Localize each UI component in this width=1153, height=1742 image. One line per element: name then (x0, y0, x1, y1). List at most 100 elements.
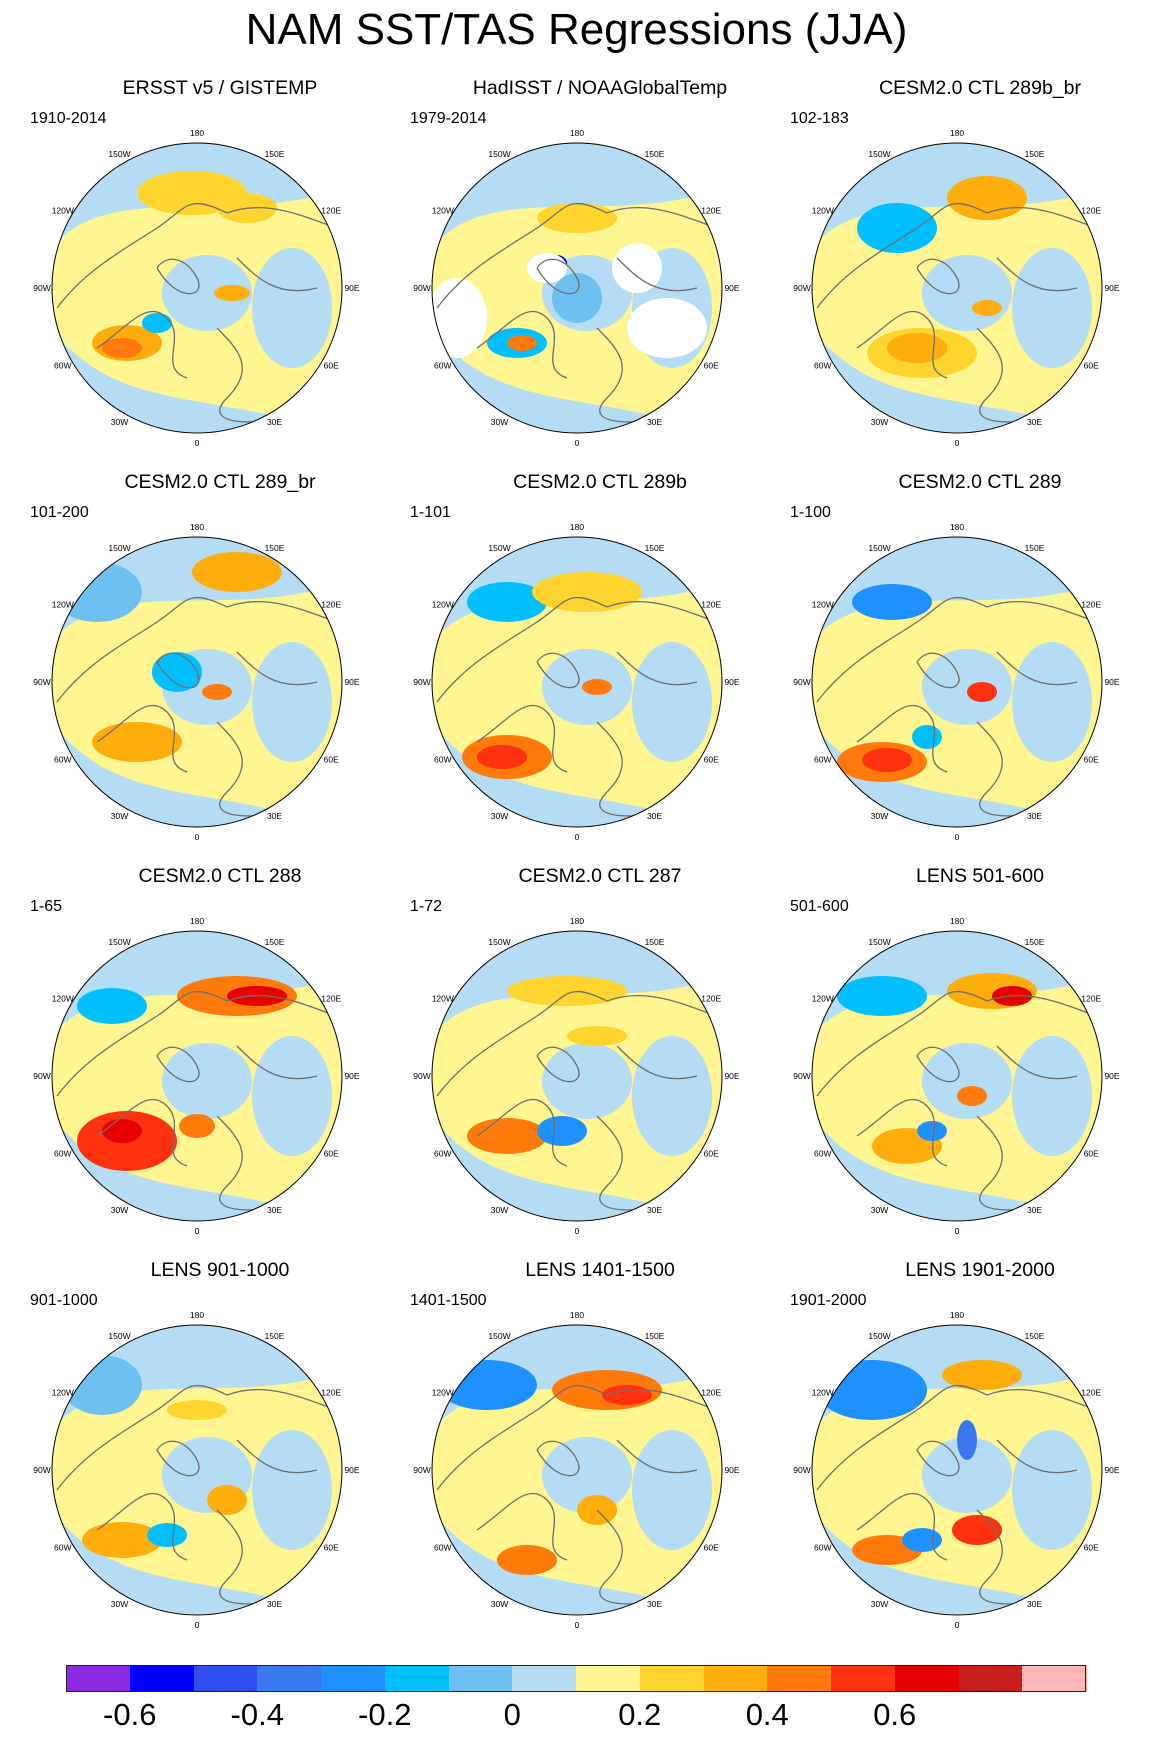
longitude-label: 120W (432, 600, 454, 610)
negative-region-eurasia (1012, 248, 1092, 368)
map-border (811, 142, 1103, 434)
negative-region-pacific (432, 143, 722, 248)
coastline (536, 258, 580, 295)
longitude-label: 150W (108, 1331, 130, 1341)
anomaly-blob (507, 335, 537, 351)
longitude-label: 150W (108, 937, 130, 947)
longitude-label: 30W (491, 811, 508, 821)
longitude-label: 30E (267, 1205, 282, 1215)
map-panel: 180 150E 120E 90E 60E 30E 0 30W 60W 90W 120W 150W LE… (790, 864, 1153, 1259)
map-border (51, 142, 343, 434)
longitude-label: 90E (344, 283, 359, 293)
coastline (916, 1046, 960, 1083)
anomaly-field (432, 143, 722, 433)
colorbar-segment (384, 1665, 449, 1692)
panel-period: 1401-1500 (410, 1292, 487, 1309)
longitude-label: 120E (701, 994, 721, 1004)
longitude-label: 90W (413, 283, 430, 293)
anomaly-blob (77, 988, 147, 1024)
coastline (96, 1098, 188, 1167)
longitude-label: 30W (111, 1599, 128, 1609)
map-panel: 180 150E 120E 90E 60E 30E 0 30W 60W 90W 120W 150W CE… (410, 864, 790, 1259)
anomaly-blob (537, 203, 617, 233)
coastline (56, 202, 228, 309)
colorbar-segment (1022, 1665, 1087, 1692)
anomaly-blob (862, 748, 912, 772)
coastline (56, 596, 228, 703)
negative-region-atlantic (812, 722, 1102, 827)
anomaly-field (52, 537, 342, 827)
longitude-label: 150E (645, 937, 665, 947)
longitude-label: 90E (724, 1465, 739, 1475)
panel-title: LENS 1401-1500 (525, 1259, 675, 1281)
anomaly-field (812, 143, 1102, 433)
panel-title: CESM2.0 CTL 289b (513, 471, 687, 493)
coastline (856, 1098, 948, 1167)
colorbar-segment (129, 1665, 194, 1692)
coastline (236, 1045, 318, 1080)
negative-region-arctic (162, 1043, 252, 1119)
longitude-label: 60E (704, 1543, 719, 1553)
map-panel: 180 150E 120E 90E 60E 30E 0 30W 60W 90W 120W 150W CE… (790, 76, 1153, 471)
longitude-label: 150E (1025, 937, 1045, 947)
longitude-label: 120W (52, 994, 74, 1004)
map-border (811, 930, 1103, 1222)
longitude-label: 60W (434, 755, 451, 765)
anomaly-blob (102, 338, 142, 358)
coastline (856, 310, 948, 379)
longitude-label: 90W (793, 283, 810, 293)
panel-title: ERSST v5 / GISTEMP (122, 77, 318, 99)
anomaly-blob (957, 1420, 977, 1460)
negative-region-atlantic (812, 328, 1102, 433)
colorbar-segment (958, 1665, 1023, 1692)
coastline (236, 257, 318, 292)
anomaly-blob (437, 1360, 537, 1410)
longitude-label: 30E (647, 1599, 662, 1609)
longitude-label: 90E (1104, 1465, 1119, 1475)
longitude-label: 180 (950, 1310, 964, 1320)
panel-title: CESM2.0 CTL 289 (898, 471, 1062, 493)
anomaly-blob (179, 1114, 215, 1138)
longitude-label: 180 (190, 128, 204, 138)
coastline (156, 652, 200, 689)
missing-data-region (527, 253, 567, 283)
panel-period: 102-183 (790, 110, 849, 127)
longitude-label: 180 (570, 522, 584, 532)
longitude-label: 60W (814, 1543, 831, 1553)
longitude-label: 90E (344, 1071, 359, 1081)
coastline (996, 1439, 1078, 1474)
longitude-label: 30W (491, 1599, 508, 1609)
longitude-label: 150W (488, 149, 510, 159)
anomaly-field (432, 537, 722, 827)
longitude-label: 90E (724, 1071, 739, 1081)
longitude-label: 90E (1104, 677, 1119, 687)
longitude-label: 90E (1104, 1071, 1119, 1081)
panel-period: 901-1000 (30, 1292, 98, 1309)
negative-region-eurasia (632, 1036, 712, 1156)
longitude-label: 90E (724, 283, 739, 293)
negative-region-atlantic (432, 1116, 722, 1221)
anomaly-blob (147, 1523, 187, 1547)
coastline (96, 704, 188, 773)
coastline (436, 1384, 608, 1491)
longitude-label: 30E (1027, 811, 1042, 821)
panel-title: LENS 901-1000 (150, 1259, 290, 1281)
longitude-label: 180 (950, 522, 964, 532)
longitude-label: 0 (575, 1620, 580, 1630)
map-panel: 180 150E 120E 90E 60E 30E 0 30W 60W 90W 120W 150W CE… (790, 470, 1153, 865)
longitude-label: 180 (190, 522, 204, 532)
longitude-label: 60E (324, 361, 339, 371)
longitude-label: 60E (1084, 1543, 1099, 1553)
missing-data-region (612, 243, 662, 293)
negative-region-atlantic (432, 722, 722, 827)
anomaly-field (52, 143, 342, 433)
anomaly-blob (507, 976, 627, 1006)
anomaly-blob (142, 313, 172, 333)
colorbar-segment (639, 1665, 704, 1692)
colorbar-segment (448, 1665, 513, 1692)
polar-map: 180 150E 120E 90E 60E 30E 0 30W 60W 90W 120W 150W (793, 916, 1120, 1236)
anomaly-blob (912, 725, 942, 749)
longitude-label: 0 (195, 1226, 200, 1236)
anomaly-field (432, 1325, 722, 1615)
longitude-label: 30E (647, 1205, 662, 1215)
